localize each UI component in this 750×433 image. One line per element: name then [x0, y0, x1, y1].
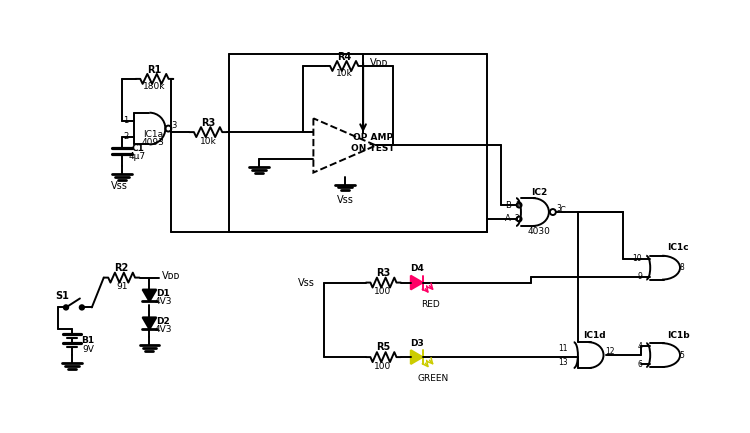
Text: Vss: Vss: [111, 181, 128, 191]
Text: 6: 6: [638, 359, 642, 368]
Text: D3: D3: [410, 339, 424, 348]
Text: D2: D2: [157, 317, 170, 326]
Text: R1: R1: [147, 65, 161, 75]
Text: 12: 12: [604, 347, 614, 355]
Text: 10: 10: [633, 254, 642, 263]
Text: B1: B1: [81, 336, 94, 345]
Text: C1: C1: [131, 144, 144, 153]
Text: 4V3: 4V3: [154, 325, 172, 334]
Text: Vss: Vss: [337, 195, 354, 205]
Text: 1: 1: [514, 200, 520, 210]
Text: 4030: 4030: [527, 227, 550, 236]
Polygon shape: [411, 276, 423, 290]
Text: IC2: IC2: [531, 187, 547, 197]
Text: A: A: [506, 214, 511, 223]
Text: IC1a: IC1a: [143, 130, 164, 139]
Text: 91: 91: [116, 282, 128, 291]
Text: R3: R3: [376, 268, 390, 278]
Polygon shape: [411, 350, 423, 364]
Polygon shape: [142, 317, 157, 329]
Circle shape: [80, 305, 85, 310]
Text: 180k: 180k: [143, 82, 166, 91]
Text: R4: R4: [337, 52, 351, 62]
Circle shape: [64, 305, 68, 310]
Text: 4V3: 4V3: [154, 297, 172, 306]
Text: ON TEST: ON TEST: [351, 144, 394, 153]
Text: 3: 3: [172, 121, 177, 130]
Text: 1: 1: [123, 116, 128, 125]
Text: R3: R3: [201, 118, 215, 128]
Text: Vss: Vss: [298, 278, 314, 288]
Text: 100: 100: [374, 362, 392, 371]
Text: 4093: 4093: [142, 138, 165, 147]
Text: Vᴅᴅ: Vᴅᴅ: [370, 58, 388, 68]
Text: IC1d: IC1d: [584, 331, 606, 340]
Text: 4μ7: 4μ7: [129, 152, 146, 161]
Text: 5: 5: [680, 351, 685, 359]
Text: C: C: [560, 206, 566, 214]
Text: 2: 2: [123, 132, 128, 141]
Text: B: B: [506, 200, 511, 210]
Text: S1: S1: [55, 291, 69, 301]
Text: D4: D4: [410, 264, 424, 273]
Text: 10k: 10k: [200, 136, 217, 145]
Text: IC1c: IC1c: [668, 243, 688, 252]
Text: D1: D1: [157, 289, 170, 298]
Text: R5: R5: [376, 342, 390, 352]
Text: RED: RED: [422, 300, 440, 309]
Text: Vᴅᴅ: Vᴅᴅ: [162, 271, 181, 281]
Text: 100: 100: [374, 287, 392, 296]
Text: 3: 3: [556, 204, 561, 213]
Text: R2: R2: [115, 263, 129, 273]
Text: 4: 4: [638, 342, 642, 351]
Text: 8: 8: [680, 263, 685, 272]
Text: 13: 13: [558, 358, 568, 367]
Text: 2: 2: [514, 214, 520, 223]
Polygon shape: [142, 290, 157, 301]
Text: OP AMP: OP AMP: [353, 133, 393, 142]
Text: 9V: 9V: [82, 345, 94, 354]
Text: 9: 9: [638, 272, 642, 281]
Text: 10k: 10k: [336, 69, 352, 78]
Text: GREEN: GREEN: [417, 375, 448, 384]
Text: 11: 11: [558, 344, 568, 352]
Text: IC1b: IC1b: [667, 331, 689, 340]
